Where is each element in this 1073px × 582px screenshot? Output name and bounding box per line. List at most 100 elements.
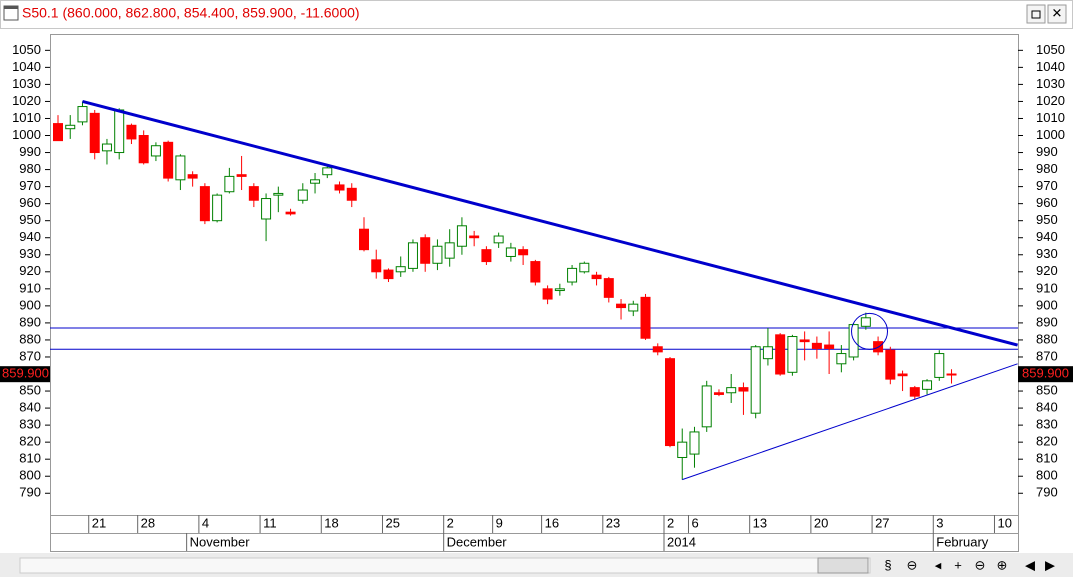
y-tick-label: 830 (19, 417, 41, 432)
candle-body (665, 358, 675, 447)
candle-body (89, 112, 100, 154)
candle-body (395, 266, 406, 273)
y-tick-label: 980 (1036, 161, 1058, 176)
scroll-thumb[interactable] (817, 557, 869, 574)
y-tick-label: 920 (19, 263, 41, 278)
candle-body (224, 175, 235, 193)
candle-body (701, 385, 712, 428)
candle-body (738, 387, 749, 392)
toolbar-icon[interactable]: ⊖ (975, 557, 986, 572)
candle-body (934, 353, 945, 378)
y-tick-label: 1050 (1036, 42, 1065, 57)
last-price-box (0, 366, 50, 383)
toolbar-icon[interactable]: ⊕ (997, 557, 1008, 572)
candle-body (114, 109, 125, 154)
candle-body (273, 192, 284, 196)
candle-body (799, 339, 810, 343)
candle-body (285, 211, 296, 215)
y-tick-label: 990 (19, 144, 41, 159)
y-tick-label: 950 (1036, 212, 1058, 227)
scroll-left[interactable]: ◀ (1025, 557, 1035, 572)
candle-body (199, 186, 210, 222)
candle-body (603, 278, 614, 298)
candle-body (530, 261, 541, 283)
y-tick-label: 870 (19, 348, 41, 363)
candle-body (346, 187, 357, 201)
candle-body (505, 247, 516, 257)
annotation-circle (851, 312, 889, 350)
toolbar-icon[interactable]: ⊖ (907, 557, 918, 572)
x-tick-label: 20 (814, 515, 828, 530)
last-price-label: 859.900 (1022, 366, 1069, 381)
candle-body (652, 346, 663, 353)
x-tick-label: 27 (875, 515, 889, 530)
candle-body (456, 225, 467, 247)
y-tick-label: 940 (1036, 229, 1058, 244)
x-tick-label: 3 (936, 515, 943, 530)
candle-body (579, 262, 590, 273)
candle-body (420, 237, 431, 264)
y-tick-label: 960 (1036, 195, 1058, 210)
month-label: February (936, 534, 989, 549)
window-icon-bar (4, 6, 18, 9)
y-tick-label: 1020 (1036, 93, 1065, 108)
x-tick-label: 4 (202, 515, 209, 530)
x-tick-label: 16 (545, 515, 559, 530)
candle-body (65, 124, 76, 130)
candle-body (628, 303, 639, 312)
restore-button[interactable] (1026, 4, 1046, 24)
toolbar-icon[interactable]: § (884, 557, 891, 572)
candle-body (567, 267, 578, 283)
y-tick-label: 820 (19, 434, 41, 449)
y-tick-label: 880 (19, 331, 41, 346)
title-bar (0, 0, 1073, 29)
candle-body (946, 373, 957, 376)
month-label: December (447, 534, 508, 549)
y-tick-label: 920 (1036, 263, 1058, 278)
toolbar-icon[interactable]: ◂ (935, 557, 942, 572)
candle-body (236, 174, 247, 177)
candle-body (616, 303, 627, 309)
candle-body (836, 353, 847, 365)
last-price-box (1018, 366, 1073, 383)
candle-body (310, 179, 321, 184)
y-tick-label: 930 (1036, 246, 1058, 261)
candle-body (762, 346, 773, 360)
candle-body (138, 135, 149, 164)
candle-body (383, 269, 394, 280)
candle-body (261, 198, 272, 220)
candle-body (554, 288, 565, 292)
scroll-track[interactable] (19, 557, 871, 574)
candle-body (775, 334, 786, 375)
month-label: 2014 (667, 534, 696, 549)
y-tick-label: 1010 (12, 110, 41, 125)
y-tick-label: 850 (19, 382, 41, 397)
candle-body (359, 228, 369, 251)
y-tick-label: 840 (1036, 400, 1058, 415)
x-tick-label: 23 (606, 515, 620, 530)
y-tick-label: 1000 (1036, 127, 1065, 142)
scroll-right[interactable]: ▶ (1045, 557, 1055, 572)
toolbar-icon[interactable]: + (954, 557, 962, 572)
y-tick-label: 1030 (1036, 76, 1065, 91)
y-tick-label: 990 (1036, 144, 1058, 159)
y-tick-label: 940 (19, 229, 41, 244)
candle-body (750, 346, 761, 414)
candle-body (77, 106, 88, 123)
month-label: November (190, 534, 251, 549)
y-tick-label: 850 (1036, 382, 1058, 397)
x-tick-label: 6 (691, 515, 698, 530)
y-tick-label: 790 (1036, 485, 1058, 500)
candle-body (163, 141, 174, 179)
close-button[interactable] (1047, 4, 1067, 24)
candle-body (297, 189, 308, 201)
y-tick-label: 1040 (12, 59, 41, 74)
y-tick-label: 1030 (12, 76, 41, 91)
y-tick-label: 810 (1036, 451, 1058, 466)
y-tick-label: 960 (19, 195, 41, 210)
y-tick-label: 840 (19, 400, 41, 415)
y-tick-label: 980 (19, 161, 41, 176)
y-tick-label: 870 (1036, 348, 1058, 363)
y-tick-label: 830 (1036, 417, 1058, 432)
